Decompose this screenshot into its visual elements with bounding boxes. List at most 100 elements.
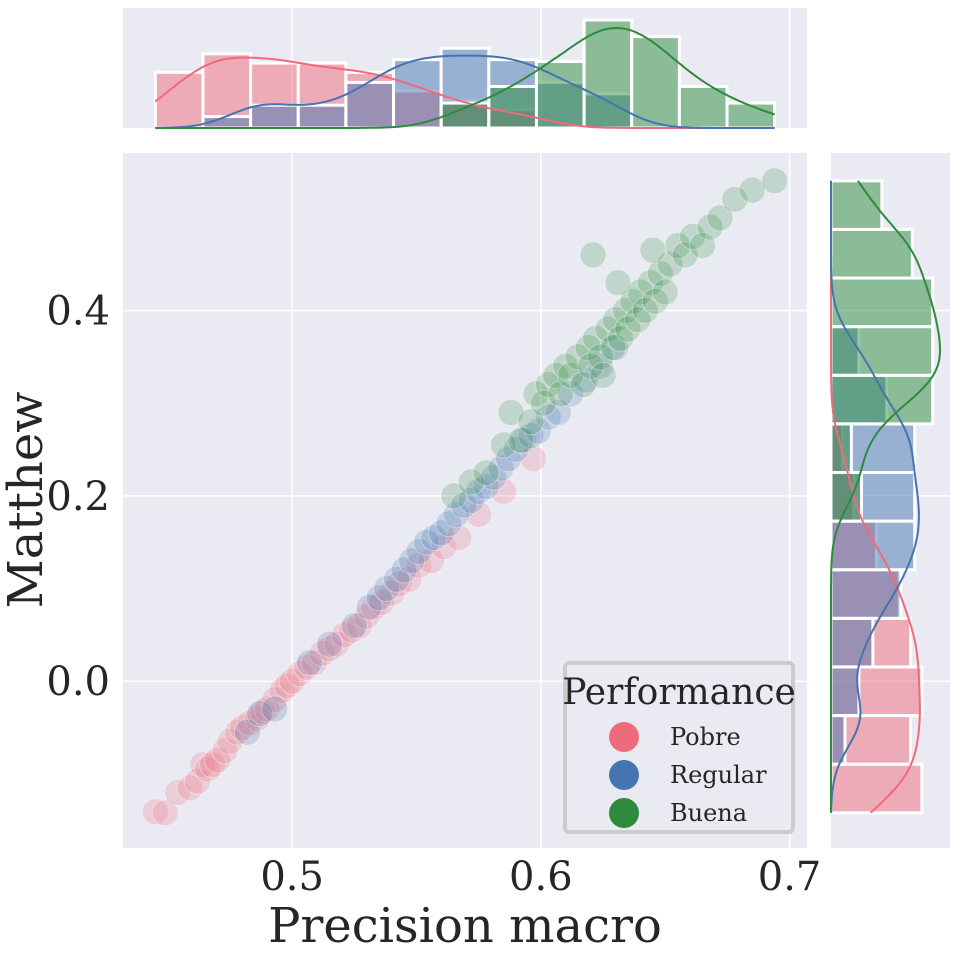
scatter-point-pobre	[378, 579, 406, 607]
scatter-point-buena	[696, 213, 724, 241]
scatter-point-pobre	[243, 704, 271, 732]
scatter-point-regular	[340, 612, 368, 640]
x-tick-label: 0.7	[758, 854, 822, 900]
x-tick-label: 0.6	[509, 854, 573, 900]
scatter-point-pobre	[385, 570, 413, 598]
scatter-point-buena	[679, 222, 707, 250]
scatter-point-regular	[517, 422, 545, 450]
scatter-point-buena	[534, 371, 562, 399]
scatter-point-pobre	[490, 477, 518, 505]
scatter-point-pobre	[261, 686, 289, 714]
scatter-point-regular	[544, 398, 572, 426]
right-hist-bar-buena	[829, 179, 884, 231]
scatter-point-pobre	[368, 588, 396, 616]
scatter-point-regular	[487, 454, 515, 482]
scatter-point-pobre	[430, 533, 458, 561]
top-hist-bar-regular	[249, 103, 300, 130]
scatter-point-buena	[614, 315, 642, 343]
scatter-point-buena	[611, 297, 639, 325]
right-hist-bar-buena	[829, 227, 914, 280]
scatter-point-regular	[420, 524, 448, 552]
scatter-point-buena	[579, 241, 607, 269]
scatter-point-buena	[529, 389, 557, 417]
scatter-point-pobre	[184, 767, 212, 795]
scatter-point-buena	[557, 361, 585, 389]
top-hist-bar-regular	[296, 103, 348, 130]
scatter-point-regular	[495, 445, 523, 473]
scatter-point-buena	[601, 306, 629, 334]
scatter-point-regular	[261, 695, 289, 723]
legend-label-buena: Buena	[670, 799, 747, 827]
scatter-point-buena	[706, 204, 734, 232]
scatter-point-regular	[390, 556, 418, 584]
right-hist-bar-buena	[829, 325, 935, 377]
y-tick-label: 0.2	[46, 474, 110, 520]
scatter-point-regular	[373, 575, 401, 603]
scatter-point-regular	[355, 593, 383, 621]
scatter-point-buena	[497, 398, 525, 426]
scatter-point-regular	[383, 565, 411, 593]
scatter-point-buena	[490, 431, 518, 459]
scatter-point-regular	[233, 718, 261, 746]
scatter-point-pobre	[345, 612, 373, 640]
scatter-point-buena	[507, 426, 535, 454]
scatter-point-pobre	[315, 635, 343, 663]
scatter-point-regular	[405, 537, 433, 565]
scatter-point-regular	[246, 700, 274, 728]
top-hist-bar-buena	[677, 84, 729, 130]
scatter-point-pobre	[253, 695, 281, 723]
scatter-point-regular	[557, 380, 585, 408]
scatter-point-buena	[587, 343, 615, 371]
scatter-point-buena	[639, 236, 667, 264]
scatter-point-pobre	[273, 672, 301, 700]
scatter-point-buena	[671, 241, 699, 269]
top-hist-bar-regular	[344, 80, 396, 130]
scatter-point-regular	[601, 334, 629, 362]
scatter-point-buena	[641, 287, 669, 315]
scatter-point-pobre	[216, 727, 244, 755]
scatter-point-buena	[577, 352, 605, 380]
scatter-point-regular	[412, 528, 440, 556]
top-kde-buena	[155, 26, 776, 129]
scatter-point-regular	[465, 477, 493, 505]
scatter-point-regular	[442, 500, 470, 528]
scatter-point-pobre	[248, 698, 276, 726]
right-hist-bar-buena	[829, 373, 935, 426]
scatter-point-pobre	[395, 565, 423, 593]
scatter-point-regular	[534, 403, 562, 431]
x-tick-labels: 0.5 0.6 0.7	[260, 854, 821, 900]
scatter-point-pobre	[236, 709, 264, 737]
legend-marker-pobre	[609, 722, 639, 752]
scatter-point-regular	[472, 473, 500, 501]
scatter-point-regular	[572, 366, 600, 394]
y-tick-labels: 0.0 0.2 0.4	[46, 289, 110, 706]
scatter-point-buena	[664, 232, 692, 260]
scatter-point-buena	[522, 380, 550, 408]
scatter-point-pobre	[223, 718, 251, 746]
y-tick-label: 0.0	[46, 659, 110, 705]
scatter-point-buena	[721, 185, 749, 213]
scatter-point-pobre	[278, 667, 306, 695]
scatter-point-buena	[689, 232, 717, 260]
scatter-point-pobre	[330, 621, 358, 649]
right-hist-bar-regular	[829, 519, 917, 572]
right-marginal-histogram	[829, 179, 942, 815]
scatter-point-pobre	[141, 798, 169, 826]
scatter-point-buena	[646, 259, 674, 287]
scatter-point-buena	[624, 306, 652, 334]
top-hist-bar-pobre	[153, 70, 205, 130]
scatter-point-regular	[457, 487, 485, 514]
scatter-point-buena	[547, 380, 575, 408]
scatter-point-pobre	[228, 714, 256, 742]
x-axis-title: Precision macro	[268, 898, 662, 954]
y-axis-title: Matthew	[0, 392, 54, 609]
scatter-point-buena	[651, 278, 679, 306]
scatter-point-buena	[589, 361, 617, 389]
legend-marker-buena	[609, 798, 639, 828]
scatter-point-regular	[315, 630, 343, 658]
scatter-point-regular	[524, 417, 552, 445]
scatter-point-regular	[587, 352, 615, 380]
scatter-point-buena	[626, 278, 654, 306]
scatter-point-regular	[509, 426, 537, 454]
